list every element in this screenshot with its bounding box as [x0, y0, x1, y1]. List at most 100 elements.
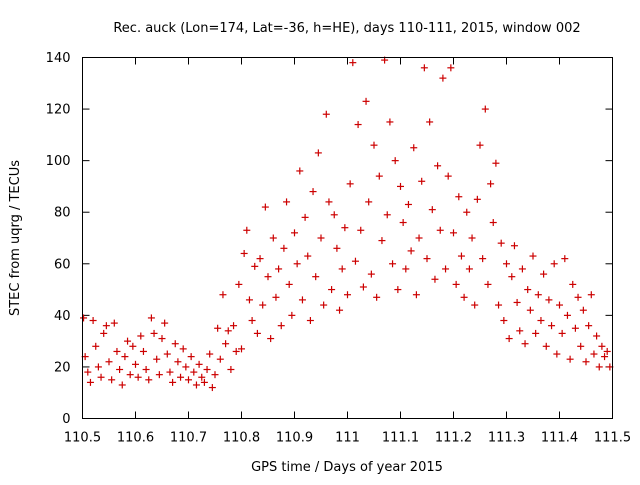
- x-tick-label: 111: [335, 431, 360, 446]
- data-point-marker: [86, 378, 94, 386]
- data-point-marker: [513, 298, 521, 306]
- data-point-marker: [561, 255, 569, 263]
- data-point-marker: [312, 273, 320, 281]
- data-point-marker: [187, 353, 195, 361]
- data-point-marker: [505, 335, 513, 343]
- data-point-marker: [285, 280, 293, 288]
- data-point-marker: [540, 270, 548, 278]
- data-point-marker: [532, 329, 540, 337]
- data-point-marker: [110, 319, 118, 327]
- data-point-marker: [245, 296, 253, 304]
- data-point-marker: [129, 342, 137, 350]
- data-point-marker: [219, 291, 227, 299]
- data-point-marker: [288, 311, 296, 319]
- data-point-marker: [238, 345, 245, 353]
- data-point-marker: [116, 366, 124, 374]
- data-point-marker: [216, 355, 224, 363]
- data-point-marker: [100, 329, 108, 337]
- data-point-marker: [431, 275, 439, 283]
- data-point-marker: [224, 327, 232, 335]
- data-point-marker: [423, 255, 431, 263]
- data-point-marker: [492, 159, 500, 167]
- data-point-marker: [359, 283, 367, 291]
- data-point-marker: [230, 322, 238, 330]
- data-point-marker: [537, 317, 545, 325]
- data-point-marker: [503, 260, 510, 268]
- data-point-marker: [378, 237, 386, 245]
- data-point-marker: [134, 373, 142, 381]
- data-point-marker: [397, 182, 404, 190]
- data-point-marker: [306, 317, 314, 325]
- data-point-marker: [399, 219, 407, 227]
- data-point-marker: [267, 335, 275, 343]
- data-point-marker: [479, 255, 487, 263]
- data-point-marker: [174, 358, 182, 366]
- data-point-marker: [489, 219, 497, 227]
- data-point-marker: [452, 280, 460, 288]
- data-point-marker: [264, 273, 272, 281]
- data-point-marker: [108, 376, 116, 384]
- data-point-marker: [468, 234, 476, 242]
- data-point-marker: [322, 110, 330, 118]
- data-point-marker: [163, 350, 171, 358]
- chart-title: Rec. auck (Lon=174, Lat=-36, h=HE), days…: [113, 21, 580, 36]
- data-point-marker: [473, 195, 481, 203]
- x-tick-label: 110.5: [64, 431, 101, 446]
- data-point-marker: [386, 118, 394, 126]
- data-point-marker: [428, 206, 436, 214]
- data-point-marker: [402, 265, 410, 273]
- data-point-marker: [455, 193, 463, 201]
- data-point-marker: [333, 244, 341, 252]
- data-point-marker: [585, 322, 593, 330]
- data-point-marker: [121, 353, 129, 361]
- data-point-marker: [375, 172, 383, 180]
- data-point-marker: [566, 355, 574, 363]
- data-point-marker: [571, 324, 579, 332]
- data-point-marker: [495, 301, 503, 309]
- x-tick-label: 111.2: [435, 431, 472, 446]
- data-point-marker: [182, 363, 190, 371]
- y-tick-label: 20: [54, 360, 71, 375]
- data-point-marker: [579, 306, 587, 314]
- data-point-marker: [354, 121, 362, 129]
- data-point-marker: [582, 358, 590, 366]
- data-point-marker: [391, 157, 399, 165]
- data-point-marker: [214, 324, 222, 332]
- data-point-marker: [336, 306, 344, 314]
- data-point-marker: [320, 301, 328, 309]
- data-point-marker: [383, 211, 391, 219]
- y-tick-label: 60: [54, 257, 71, 272]
- x-tick-label: 110.6: [117, 431, 154, 446]
- data-point-marker: [349, 59, 357, 67]
- data-point-marker: [206, 350, 214, 358]
- data-point-marker: [235, 280, 243, 288]
- data-point-marker: [603, 347, 611, 355]
- data-point-marker: [426, 118, 434, 126]
- data-point-marker: [518, 265, 526, 273]
- data-point-marker: [132, 360, 139, 368]
- data-point-marker: [534, 291, 542, 299]
- x-tick-label: 111.5: [594, 431, 631, 446]
- data-point-marker: [253, 329, 261, 337]
- data-point-marker: [344, 291, 351, 299]
- data-point-marker: [481, 105, 489, 113]
- data-point-marker: [463, 208, 471, 216]
- data-point-marker: [94, 363, 102, 371]
- data-point-marker: [317, 234, 325, 242]
- data-point-marker: [450, 229, 457, 237]
- data-point-marker: [97, 373, 105, 381]
- data-point-marker: [145, 376, 153, 384]
- data-point-marker: [389, 260, 397, 268]
- data-point-marker: [595, 363, 603, 371]
- data-point-marker: [269, 234, 277, 242]
- x-tick-label: 111.1: [382, 431, 419, 446]
- data-point-marker: [598, 342, 606, 350]
- data-point-marker: [434, 162, 442, 170]
- data-point-marker: [487, 180, 495, 188]
- data-point-marker: [243, 226, 251, 234]
- data-point-marker: [420, 64, 428, 72]
- y-tick-label: 40: [54, 309, 71, 324]
- data-point-marker: [550, 260, 558, 268]
- x-tick-label: 110.7: [170, 431, 207, 446]
- data-point-marker: [526, 306, 534, 314]
